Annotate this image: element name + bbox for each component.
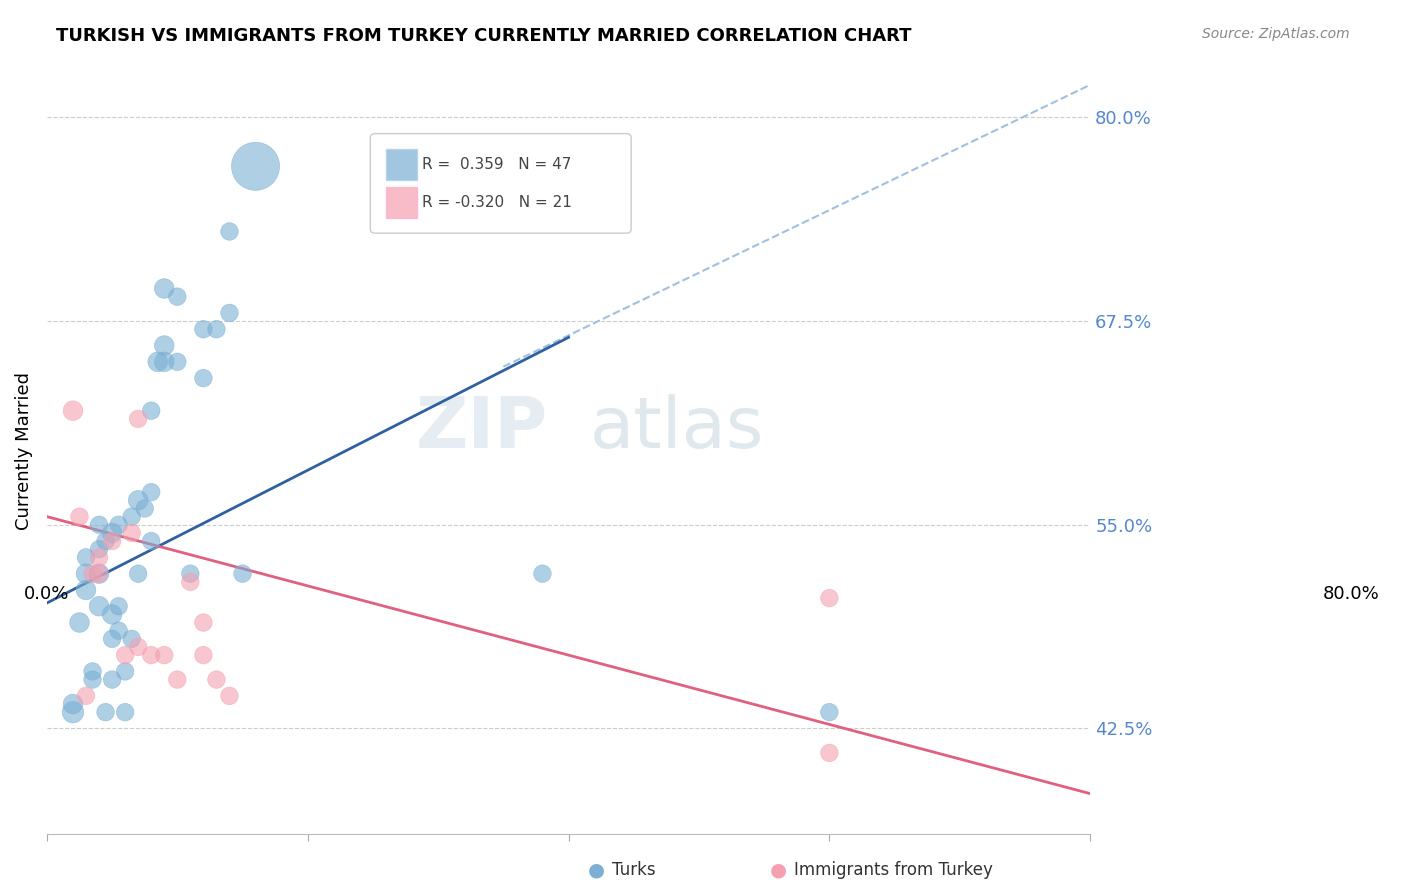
Point <box>101 673 124 687</box>
Point <box>114 648 136 662</box>
Point <box>75 582 97 597</box>
Point <box>121 632 143 646</box>
Point <box>193 322 215 336</box>
Text: Turks: Turks <box>612 861 655 879</box>
Point <box>107 624 129 638</box>
Point <box>218 689 240 703</box>
Text: R = -0.320   N = 21: R = -0.320 N = 21 <box>422 195 572 210</box>
Point <box>87 550 110 565</box>
Text: Immigrants from Turkey: Immigrants from Turkey <box>794 861 993 879</box>
Point <box>94 705 117 719</box>
Point <box>75 689 97 703</box>
Point <box>121 509 143 524</box>
Point <box>87 566 110 581</box>
Text: ZIP: ZIP <box>415 394 548 463</box>
Point <box>166 290 188 304</box>
Point <box>75 550 97 565</box>
Point <box>87 542 110 557</box>
Point <box>107 599 129 614</box>
Point <box>101 534 124 549</box>
Point <box>121 525 143 540</box>
Point <box>153 338 176 352</box>
Point <box>146 355 169 369</box>
Point <box>205 673 228 687</box>
Point <box>218 306 240 320</box>
Point <box>818 705 841 719</box>
Point <box>101 632 124 646</box>
Point <box>114 665 136 679</box>
Point <box>231 566 253 581</box>
Point <box>153 281 176 295</box>
Bar <box>387 149 418 179</box>
Point <box>134 501 156 516</box>
Bar <box>387 187 418 218</box>
Point <box>166 355 188 369</box>
Point <box>87 599 110 614</box>
Point <box>87 517 110 532</box>
Point <box>75 566 97 581</box>
Point <box>193 615 215 630</box>
Point <box>62 403 84 417</box>
Point <box>107 517 129 532</box>
Text: 0.0%: 0.0% <box>24 585 69 604</box>
Point <box>62 697 84 711</box>
Point <box>82 665 104 679</box>
Point <box>62 705 84 719</box>
Point <box>82 673 104 687</box>
Point <box>127 493 149 508</box>
Point <box>127 566 149 581</box>
Point <box>141 534 163 549</box>
Point <box>69 615 91 630</box>
Y-axis label: Currently Married: Currently Married <box>15 373 32 531</box>
Point <box>179 566 201 581</box>
Point <box>101 525 124 540</box>
Point <box>531 566 554 581</box>
Point <box>205 322 228 336</box>
Point <box>101 607 124 622</box>
Point <box>94 534 117 549</box>
Text: ●: ● <box>770 860 787 880</box>
Point <box>69 509 91 524</box>
Point <box>141 648 163 662</box>
Point <box>127 412 149 426</box>
Point <box>82 566 104 581</box>
Point <box>166 673 188 687</box>
Text: TURKISH VS IMMIGRANTS FROM TURKEY CURRENTLY MARRIED CORRELATION CHART: TURKISH VS IMMIGRANTS FROM TURKEY CURREN… <box>56 27 911 45</box>
Text: Source: ZipAtlas.com: Source: ZipAtlas.com <box>1202 27 1350 41</box>
Point <box>153 648 176 662</box>
Point <box>153 355 176 369</box>
Point <box>127 640 149 654</box>
FancyBboxPatch shape <box>370 134 631 233</box>
Point <box>245 159 267 173</box>
Point <box>141 403 163 417</box>
Point <box>193 648 215 662</box>
Point <box>179 574 201 589</box>
Point <box>193 371 215 385</box>
Point <box>818 746 841 760</box>
Text: ●: ● <box>588 860 605 880</box>
Point <box>114 705 136 719</box>
Text: 80.0%: 80.0% <box>1323 585 1379 604</box>
Text: R =  0.359   N = 47: R = 0.359 N = 47 <box>422 157 572 172</box>
Point <box>87 566 110 581</box>
Text: atlas: atlas <box>589 394 763 463</box>
Point <box>818 591 841 606</box>
Point <box>141 485 163 500</box>
Point <box>218 224 240 238</box>
